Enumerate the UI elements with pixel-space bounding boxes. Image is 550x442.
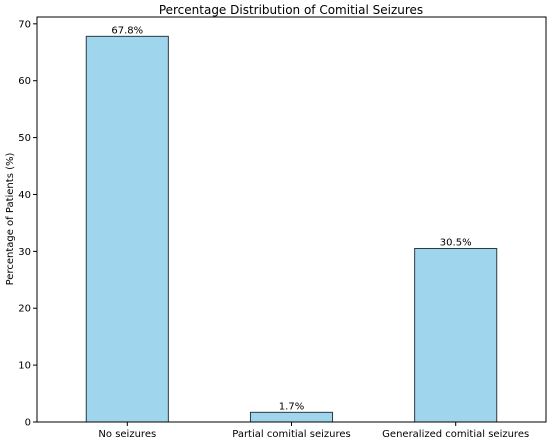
y-tick-label: 20 <box>18 304 31 315</box>
x-tick-label: No seizures <box>98 429 156 440</box>
bar <box>414 248 498 423</box>
y-tick-label: 40 <box>18 190 31 201</box>
y-axis: 0 10 20 30 40 50 60 70 <box>18 19 37 429</box>
bar-value-label: 30.5% <box>440 238 472 249</box>
y-tick-label: 0 <box>25 418 31 429</box>
x-axis: No seizures Partial comitial seizures Gene… <box>98 422 529 440</box>
y-tick-label: 70 <box>18 19 31 30</box>
y-tick-label: 30 <box>18 247 31 258</box>
bar <box>249 411 334 423</box>
data-labels-group: 67.8% 1.7% 30.5% <box>111 25 471 412</box>
plot-frame <box>36 16 547 423</box>
bar <box>85 35 169 423</box>
y-axis-label: Percentage of Patients (%) <box>5 153 16 286</box>
bar-value-label: 1.7% <box>279 401 304 412</box>
bars-group <box>85 35 498 423</box>
bar-value-label: 67.8% <box>111 25 143 36</box>
x-tick-label: Generalized comitial seizures <box>382 429 529 440</box>
y-tick-label: 10 <box>18 361 31 372</box>
x-tick-label: Partial comitial seizures <box>232 429 351 440</box>
chart-title: Percentage Distribution of Comitial Seiz… <box>159 3 423 17</box>
y-tick-label: 50 <box>18 133 31 144</box>
y-tick-label: 60 <box>18 76 31 87</box>
